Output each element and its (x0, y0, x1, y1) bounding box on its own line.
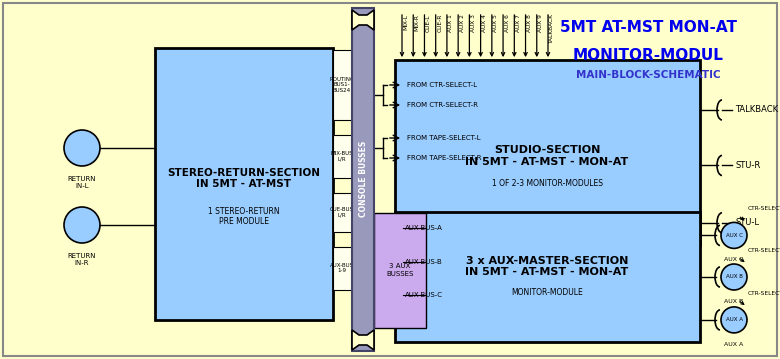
Text: FROM CTR-SELECT-R: FROM CTR-SELECT-R (407, 102, 478, 108)
Bar (395, 60, 700, 245)
Text: 3 AUX
BUSSES: 3 AUX BUSSES (386, 264, 413, 276)
Text: AUX 6: AUX 6 (505, 14, 509, 32)
Text: CUE-L: CUE-L (426, 14, 431, 32)
Text: AUX-BUS-C: AUX-BUS-C (405, 292, 443, 298)
Text: 3 x AUX-MASTER-SECTION
IN 5MT - AT-MST - MON-AT: 3 x AUX-MASTER-SECTION IN 5MT - AT-MST -… (466, 256, 629, 278)
Bar (352, 8, 374, 351)
Circle shape (64, 130, 100, 166)
Text: 5MT AT-MST MON-AT: 5MT AT-MST MON-AT (559, 20, 736, 36)
Text: STUDIO-SECTION
IN 5MT - AT-MST - MON-AT: STUDIO-SECTION IN 5MT - AT-MST - MON-AT (466, 145, 629, 167)
Circle shape (721, 264, 747, 290)
Text: CTR-SELECT: CTR-SELECT (748, 248, 780, 253)
Text: MIX-R: MIX-R (415, 14, 420, 31)
Text: CUE-R: CUE-R (438, 14, 442, 32)
Text: MIX-L: MIX-L (403, 14, 409, 30)
Bar (395, 212, 700, 342)
Text: AUX 7: AUX 7 (516, 14, 521, 32)
Text: AUX 1: AUX 1 (448, 14, 453, 32)
Text: AUX-BUS
1-9: AUX-BUS 1-9 (330, 262, 354, 274)
Text: AUX 5: AUX 5 (493, 14, 498, 32)
Bar (333, 50, 352, 120)
Text: AUX C: AUX C (725, 257, 743, 262)
Text: AUX B: AUX B (725, 275, 743, 280)
Circle shape (64, 207, 100, 243)
Text: AUX 2: AUX 2 (459, 14, 465, 32)
Text: CUE-BUS
L/R: CUE-BUS L/R (330, 206, 354, 218)
Bar (374, 213, 426, 328)
Text: RETURN
IN-L: RETURN IN-L (68, 176, 96, 189)
Text: 1 STEREO-RETURN
PRE MODULE: 1 STEREO-RETURN PRE MODULE (208, 207, 280, 226)
Text: 1 OF 2-3 MONITOR-MODULES: 1 OF 2-3 MONITOR-MODULES (491, 180, 602, 188)
Circle shape (721, 222, 747, 248)
Bar (155, 48, 333, 320)
Text: AUX 3: AUX 3 (471, 14, 476, 32)
Text: MONITOR-MODUL: MONITOR-MODUL (573, 47, 723, 62)
Bar (333, 135, 352, 178)
Text: AUX B: AUX B (725, 299, 743, 304)
Text: AUX 9: AUX 9 (538, 14, 543, 32)
Text: MAIN-BLOCK-SCHEMATIC: MAIN-BLOCK-SCHEMATIC (576, 70, 720, 80)
Bar (333, 193, 352, 232)
Text: RETURN
IN-R: RETURN IN-R (68, 253, 96, 266)
Circle shape (721, 307, 747, 333)
Text: AUX-BUS-A: AUX-BUS-A (405, 225, 443, 231)
Text: AUX A: AUX A (725, 317, 743, 322)
Polygon shape (352, 330, 374, 350)
Text: FROM TAPE-SELECT-R: FROM TAPE-SELECT-R (407, 155, 481, 161)
Text: FROM TAPE-SELECT-L: FROM TAPE-SELECT-L (407, 135, 480, 141)
Text: MIX-BUS
L/R: MIX-BUS L/R (331, 150, 353, 162)
Text: TALKBACK: TALKBACK (735, 106, 778, 115)
Bar (333, 247, 352, 290)
Text: FROM CTR-SELECT-L: FROM CTR-SELECT-L (407, 82, 477, 88)
Text: CTR-SELECT: CTR-SELECT (748, 291, 780, 296)
Text: TALKBACK: TALKBACK (549, 14, 555, 44)
Text: CONSOLE BUSSES: CONSOLE BUSSES (359, 141, 367, 217)
Text: AUX A: AUX A (725, 342, 743, 347)
Text: STU-R: STU-R (735, 161, 760, 170)
Polygon shape (352, 10, 374, 30)
Text: MONITOR-MODULE: MONITOR-MODULE (511, 288, 583, 297)
Text: ROUTING
BUS1-
BUS24: ROUTING BUS1- BUS24 (329, 77, 355, 93)
Text: STU-L: STU-L (735, 218, 759, 227)
Text: AUX C: AUX C (725, 233, 743, 238)
Text: AUX 4: AUX 4 (482, 14, 488, 32)
Text: AUX-BUS-B: AUX-BUS-B (405, 259, 443, 265)
Text: CTR-SELECT: CTR-SELECT (748, 206, 780, 211)
Text: #0000EE: #0000EE (645, 29, 651, 31)
Text: AUX 8: AUX 8 (527, 14, 532, 32)
Text: STEREO-RETURN-SECTION
IN 5MT - AT-MST: STEREO-RETURN-SECTION IN 5MT - AT-MST (168, 168, 321, 189)
